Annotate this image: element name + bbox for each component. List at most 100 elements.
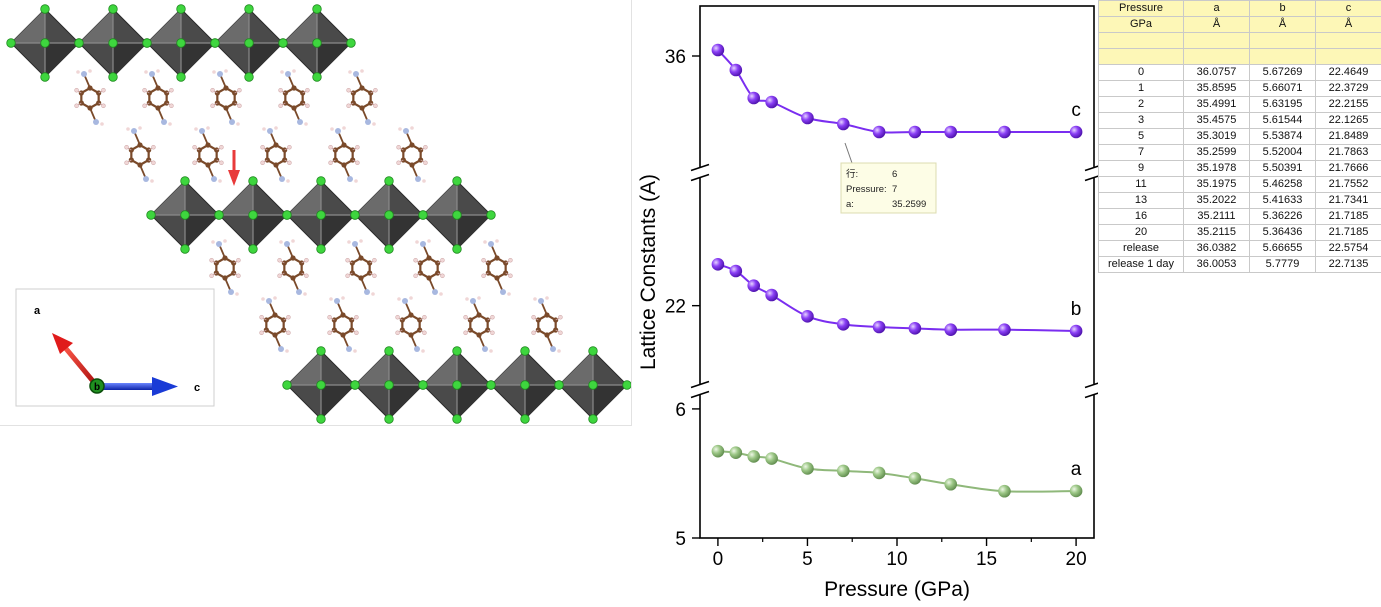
- col-header-c[interactable]: c: [1316, 1, 1381, 17]
- table-cell[interactable]: 5: [1099, 129, 1184, 145]
- table-cell[interactable]: 5.53874: [1250, 129, 1316, 145]
- table-cell[interactable]: 5.67269: [1250, 65, 1316, 81]
- table-cell[interactable]: 21.7863: [1316, 145, 1381, 161]
- empty-cell[interactable]: [1316, 33, 1381, 49]
- table-cell[interactable]: 35.2115: [1184, 225, 1250, 241]
- table-cell[interactable]: 5.7779: [1250, 257, 1316, 273]
- table-cell[interactable]: 21.8489: [1316, 129, 1381, 145]
- table-cell[interactable]: 35.8595: [1184, 81, 1250, 97]
- unit-pressure[interactable]: GPa: [1099, 17, 1184, 33]
- table-cell[interactable]: 5.36226: [1250, 209, 1316, 225]
- table-cell[interactable]: 5.50391: [1250, 161, 1316, 177]
- table-cell[interactable]: 22.7135: [1316, 257, 1381, 273]
- table-cell[interactable]: 5.66655: [1250, 241, 1316, 257]
- empty-cell[interactable]: [1184, 33, 1250, 49]
- empty-cell[interactable]: [1184, 49, 1250, 65]
- table-cell[interactable]: 36.0382: [1184, 241, 1250, 257]
- table-cell[interactable]: 5.36436: [1250, 225, 1316, 241]
- table-cell[interactable]: 22.3729: [1316, 81, 1381, 97]
- table-cell[interactable]: 35.2599: [1184, 145, 1250, 161]
- empty-cell[interactable]: [1250, 49, 1316, 65]
- crystal-structure-panel: b a c: [0, 0, 632, 426]
- table-cell[interactable]: 35.4575: [1184, 113, 1250, 129]
- table-cell[interactable]: 7: [1099, 145, 1184, 161]
- table-cell[interactable]: 5.46258: [1250, 177, 1316, 193]
- data-point-a: [944, 478, 957, 491]
- table-cell[interactable]: 21.7552: [1316, 177, 1381, 193]
- empty-cell[interactable]: [1099, 49, 1184, 65]
- table-cell[interactable]: 16: [1099, 209, 1184, 225]
- table-cell[interactable]: 36.0757: [1184, 65, 1250, 81]
- unit-c[interactable]: Å: [1316, 17, 1381, 33]
- x-tick-label: 20: [1066, 549, 1087, 570]
- y-tick-label: 6: [675, 400, 686, 421]
- table-cell[interactable]: release 1 day: [1099, 257, 1184, 273]
- table-cell[interactable]: 13: [1099, 193, 1184, 209]
- data-point-b: [1070, 325, 1083, 338]
- units-row: GPa Å Å Å: [1099, 17, 1381, 33]
- empty-cell[interactable]: [1250, 33, 1316, 49]
- data-point-a: [837, 465, 850, 478]
- data-point-b: [747, 279, 760, 292]
- table-cell[interactable]: 21.7341: [1316, 193, 1381, 209]
- table-cell[interactable]: 22.1265: [1316, 113, 1381, 129]
- table-cell[interactable]: release: [1099, 241, 1184, 257]
- table-cell[interactable]: 35.1978: [1184, 161, 1250, 177]
- empty-cell[interactable]: [1316, 49, 1381, 65]
- x-axis-label: Pressure (GPa): [824, 578, 970, 601]
- table-cell[interactable]: 35.1975: [1184, 177, 1250, 193]
- table-cell[interactable]: 35.2022: [1184, 193, 1250, 209]
- series-label-a: a: [1071, 459, 1082, 480]
- data-point-a: [1070, 485, 1083, 498]
- table-cell[interactable]: 5.61544: [1250, 113, 1316, 129]
- b-axis-label: b: [94, 382, 100, 393]
- col-header-pressure[interactable]: Pressure: [1099, 1, 1184, 17]
- data-point-a: [712, 445, 725, 458]
- table-cell[interactable]: 35.3019: [1184, 129, 1250, 145]
- table-cell[interactable]: 0: [1099, 65, 1184, 81]
- table-cell[interactable]: 3: [1099, 113, 1184, 129]
- table-cell[interactable]: 5.63195: [1250, 97, 1316, 113]
- table-cell[interactable]: 5.66071: [1250, 81, 1316, 97]
- table-cell[interactable]: 36.0053: [1184, 257, 1250, 273]
- table-cell[interactable]: 35.4991: [1184, 97, 1250, 113]
- unit-a[interactable]: Å: [1184, 17, 1250, 33]
- table-cell[interactable]: 22.5754: [1316, 241, 1381, 257]
- series-label-b: b: [1071, 299, 1082, 320]
- data-point-b: [873, 321, 886, 334]
- table-cell[interactable]: 21.7185: [1316, 225, 1381, 241]
- data-point-b: [801, 310, 814, 323]
- comment-row: [1099, 33, 1381, 49]
- unit-b[interactable]: Å: [1250, 17, 1316, 33]
- table-cell[interactable]: 22.2155: [1316, 97, 1381, 113]
- table-cell[interactable]: 1: [1099, 81, 1184, 97]
- col-header-b[interactable]: b: [1250, 1, 1316, 17]
- col-header-a[interactable]: a: [1184, 1, 1250, 17]
- table-cell[interactable]: 11: [1099, 177, 1184, 193]
- table-cell[interactable]: 2: [1099, 97, 1184, 113]
- data-point-c: [1070, 126, 1083, 139]
- table-cell[interactable]: 21.7666: [1316, 161, 1381, 177]
- plot-series: cba: [712, 44, 1083, 498]
- data-point-c: [712, 44, 725, 57]
- table-cell[interactable]: 5.52004: [1250, 145, 1316, 161]
- empty-cell[interactable]: [1099, 33, 1184, 49]
- data-point-c: [998, 126, 1011, 139]
- table-cell[interactable]: 35.2111: [1184, 209, 1250, 225]
- data-point-a: [801, 462, 814, 475]
- x-tick-label: 0: [713, 549, 724, 570]
- table-cell[interactable]: 21.7185: [1316, 209, 1381, 225]
- table-cell[interactable]: 9: [1099, 161, 1184, 177]
- table-cell[interactable]: 20: [1099, 225, 1184, 241]
- table-cell[interactable]: 22.4649: [1316, 65, 1381, 81]
- table-cell[interactable]: 5.41633: [1250, 193, 1316, 209]
